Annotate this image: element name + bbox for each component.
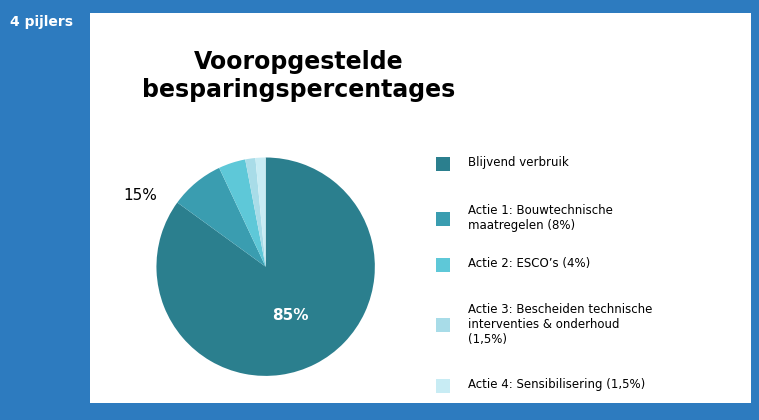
Wedge shape [245, 158, 266, 267]
Text: Actie 2: ESCO’s (4%): Actie 2: ESCO’s (4%) [468, 257, 590, 270]
FancyBboxPatch shape [66, 0, 759, 417]
Text: Vooropgestelde
besparingspercentages: Vooropgestelde besparingspercentages [142, 50, 455, 102]
Bar [436, 213, 450, 226]
Wedge shape [156, 158, 375, 376]
Wedge shape [255, 158, 266, 267]
Text: 4 pijlers: 4 pijlers [11, 15, 74, 29]
Text: Actie 4: Sensibilisering (1,5%): Actie 4: Sensibilisering (1,5%) [468, 378, 645, 391]
Bar [436, 379, 450, 393]
Text: 15%: 15% [123, 188, 157, 203]
Wedge shape [219, 160, 266, 267]
Text: Actie 3: Bescheiden technische
interventies & onderhoud
(1,5%): Actie 3: Bescheiden technische intervent… [468, 303, 652, 346]
Bar [436, 258, 450, 272]
Wedge shape [178, 168, 266, 267]
Text: Blijvend verbruik: Blijvend verbruik [468, 157, 568, 169]
Bar [436, 318, 450, 332]
Bar [436, 157, 450, 171]
Text: Actie 1: Bouwtechnische
maatregelen (8%): Actie 1: Bouwtechnische maatregelen (8%) [468, 205, 613, 232]
Text: 85%: 85% [272, 308, 309, 323]
